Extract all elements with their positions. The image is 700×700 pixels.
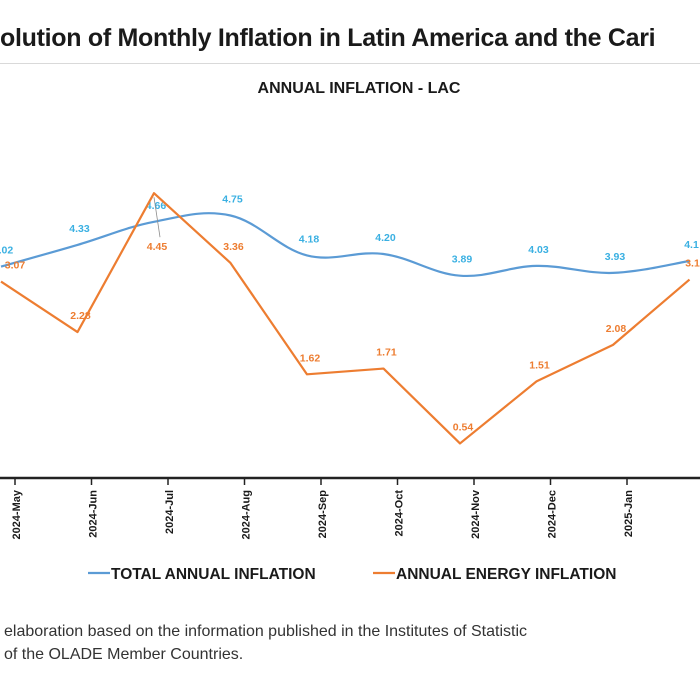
energy-data-label: 0.54 [453,421,474,433]
x-tick-label-2024-Dec: 2024-Dec [547,490,559,538]
x-tick-label-2024-Nov: 2024-Nov [470,489,482,539]
energy-data-label: 4.45 [147,241,168,253]
total-data-label: 4.1 [684,239,699,251]
total-inflation-line [0,212,690,278]
energy-data-label: 3.36 [223,241,244,253]
total-data-label: 4.03 [528,244,549,256]
energy-label-leader [153,197,161,238]
legend: TOTAL ANNUAL INFLATION ANNUAL ENERGY INFL… [88,566,616,583]
source-note-line-1: elaboration based on the information pub… [4,623,527,640]
x-tick-label-2024-Jun: 2024-Jun [88,490,100,538]
total-inflation-series: 4.02 4.33 4.66 4.75 4.18 4.20 3.89 4.03 3.93 4.1 [0,194,699,278]
energy-data-label: 1.51 [529,359,550,371]
x-tick-label-2024-May: 2024-May [11,489,23,539]
x-tick-label-2024-Jul: 2024-Jul [164,490,176,534]
total-data-label: 4.02 [0,245,13,257]
energy-data-label: 3.07 [5,260,26,272]
x-tick-label-2024-Oct: 2024-Oct [394,490,406,537]
total-data-label: 4.66 [146,200,167,212]
energy-data-label: 3.1 [685,258,700,270]
total-data-label: 4.75 [222,194,243,206]
total-data-label: 4.20 [375,232,396,244]
x-tick-label-2024-Aug: 2024-Aug [241,490,253,540]
total-data-label: 3.89 [452,254,473,266]
legend-label-total: TOTAL ANNUAL INFLATION [111,566,316,583]
energy-data-label: 2.08 [606,323,627,335]
title-divider [0,63,700,64]
energy-inflation-series: 3.07 2.28 4.45 3.36 1.62 1.71 0.54 1.51 2.08 3.1 [0,192,700,445]
legend-label-energy: ANNUAL ENERGY INFLATION [396,566,616,583]
x-tick-label-2025-Jan: 2025-Jan [623,490,635,537]
x-axis-ticks: 2024-May 2024-Jun 2024-Jul 2024-Aug 2024-Sep… [11,478,700,540]
source-note-line-2: of the OLADE Member Countries. [4,646,244,663]
total-data-label: 4.18 [299,233,320,245]
total-data-label: 3.93 [605,251,626,263]
source-note: elaboration based on the information pub… [4,620,700,666]
energy-data-label: 1.62 [300,352,321,364]
energy-data-label: 2.28 [70,310,91,322]
energy-inflation-line [0,192,691,445]
page-title: olution of Monthly Inflation in Latin Am… [0,24,656,52]
energy-data-label: 1.71 [376,347,397,359]
total-data-label: 4.33 [69,223,90,235]
x-tick-label-2024-Sep: 2024-Sep [317,490,329,539]
chart-title: ANNUAL INFLATION - LAC [258,80,461,97]
inflation-line-chart: ANNUAL INFLATION - LAC 2024-May 2024-Jun 2… [0,80,700,583]
